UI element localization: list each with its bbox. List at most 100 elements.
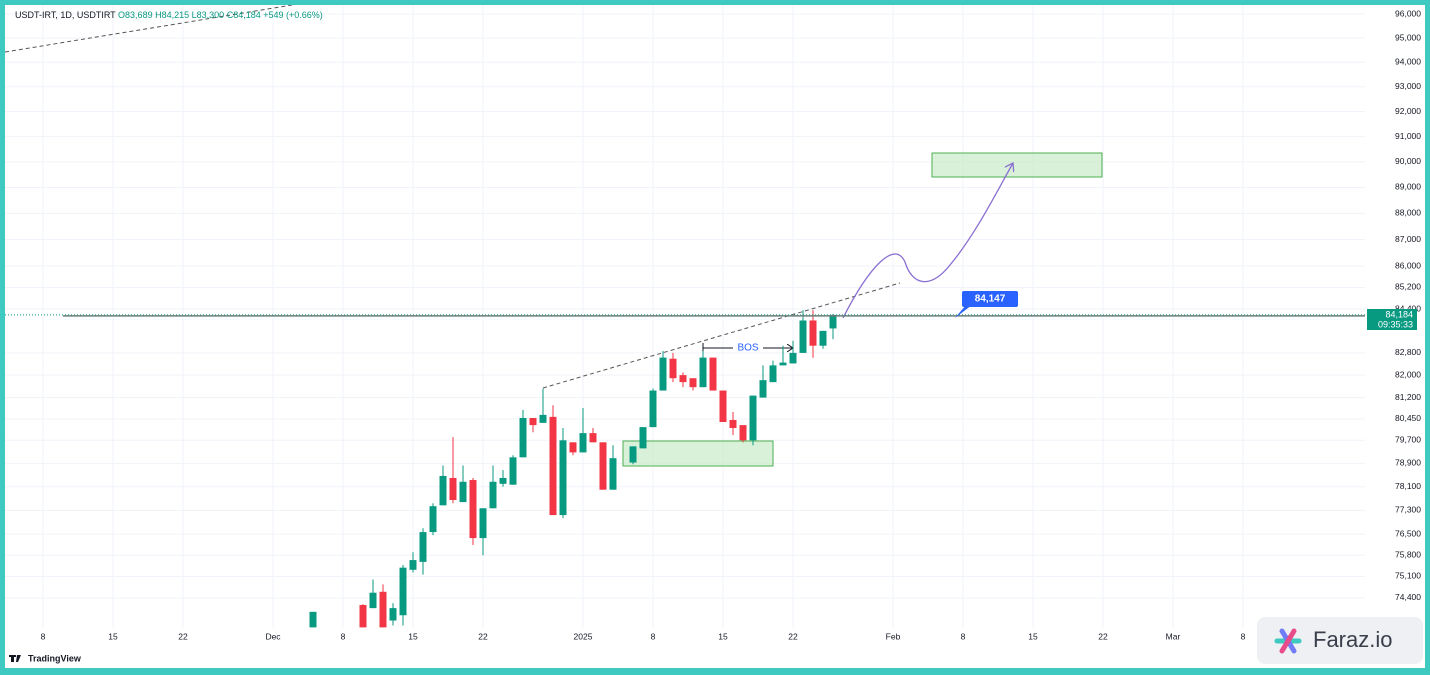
candle-body	[819, 330, 827, 346]
symbol: USDT-IRT, 1D, USDTIRT	[15, 10, 116, 20]
plot-area: BOS	[5, 5, 1365, 628]
candle-body	[639, 427, 647, 449]
candle-body	[549, 416, 557, 516]
y-tick-label: 81,200	[1395, 392, 1421, 402]
header: USDT-IRT, 1D, USDTIRT O83,689 H84,215 L8…	[15, 10, 323, 20]
candle-body	[399, 567, 407, 616]
candle-body	[409, 560, 417, 570]
projection-path	[842, 163, 1013, 319]
x-tick-label: 22	[1098, 631, 1108, 641]
x-tick-label: 15	[718, 631, 728, 641]
candle-body	[529, 417, 537, 426]
y-tick-label: 76,500	[1395, 528, 1421, 538]
candle-body	[659, 357, 667, 391]
candle-body	[559, 440, 567, 516]
brand-icon	[1274, 628, 1302, 654]
x-tick-label: 15	[108, 631, 118, 641]
low: L83,300	[192, 10, 225, 20]
y-tick-label: 86,000	[1395, 260, 1421, 270]
candle-body	[709, 357, 717, 391]
candle-body	[689, 378, 697, 388]
last-price-box	[1367, 309, 1417, 330]
y-tick-label: 79,700	[1395, 435, 1421, 445]
x-tick-label: 8	[651, 631, 656, 641]
high: H84,215	[155, 10, 189, 20]
y-tick-label: 96,000	[1395, 8, 1421, 18]
y-tick-label: 88,000	[1395, 208, 1421, 218]
y-tick-label: 82,000	[1395, 369, 1421, 379]
candle-body	[769, 365, 777, 383]
x-tick-label: Dec	[265, 631, 281, 641]
candle-body	[829, 314, 837, 329]
y-tick-label: 93,000	[1395, 81, 1421, 91]
candle-body	[439, 475, 447, 506]
y-tick-label: 82,800	[1395, 347, 1421, 357]
candle-body	[609, 458, 617, 490]
grid	[5, 5, 1365, 628]
x-tick-label: 8	[1241, 631, 1246, 641]
candle-body	[499, 477, 507, 484]
change: +549 (+0.66%)	[263, 10, 323, 20]
candle-body	[799, 320, 807, 353]
countdown: 09:35:33	[1378, 319, 1413, 329]
x-tick-label: 15	[408, 631, 418, 641]
candle-body	[629, 446, 637, 463]
candle-body	[429, 506, 437, 533]
y-tick-label: 75,800	[1395, 549, 1421, 559]
tradingview-logo	[9, 655, 21, 662]
candle-body	[309, 611, 317, 628]
candle-body	[589, 433, 597, 443]
candle-body	[519, 417, 527, 458]
candle-body	[389, 608, 397, 621]
axes: 96,000 95,000 94,000 93,000 92,000 91,000 90,0…	[41, 8, 1422, 641]
x-tick-label: 8	[961, 631, 966, 641]
y-tick-label: 75,100	[1395, 571, 1421, 581]
y-tick-label: 92,000	[1395, 106, 1421, 116]
candle-body	[759, 380, 767, 398]
candle-body	[469, 480, 477, 539]
brand-text: Faraz.io	[1313, 627, 1392, 652]
candle-body	[509, 457, 517, 485]
y-tick-label: 95,000	[1395, 32, 1421, 42]
candle-body	[779, 362, 787, 366]
tradingview-text: TradingView	[28, 653, 82, 663]
y-tick-label: 85,200	[1395, 282, 1421, 292]
candle-body	[789, 352, 797, 364]
level-label-box	[962, 291, 1018, 307]
candle-body	[539, 414, 547, 423]
x-tick-label: Mar	[1166, 631, 1181, 641]
target-zone	[931, 152, 1103, 178]
candle-body	[699, 357, 707, 388]
x-tick-label: 22	[788, 631, 798, 641]
chart-background	[5, 5, 1425, 668]
x-tick-label: 8	[341, 631, 346, 641]
y-tick-label: 78,100	[1395, 481, 1421, 491]
candle-body	[729, 419, 737, 428]
y-tick-label: 91,000	[1395, 131, 1421, 141]
level-label: 84,147	[975, 294, 1006, 305]
level-label-pointer	[955, 305, 972, 318]
y-tick-label: 89,000	[1395, 182, 1421, 192]
y-tick-label: 78,900	[1395, 458, 1421, 468]
brand-badge	[1257, 617, 1423, 664]
y-tick-label: 94,000	[1395, 57, 1421, 67]
y-tick-label: 87,000	[1395, 234, 1421, 244]
x-tick-label: 22	[178, 631, 188, 641]
close: C84,184	[227, 10, 261, 20]
y-tick-label: 80,450	[1395, 413, 1421, 423]
candle-body	[669, 358, 677, 379]
candle-body	[359, 605, 367, 628]
demand-zone	[622, 440, 774, 467]
last-price-label: 84,184	[1385, 309, 1413, 319]
y-tick-label: 84,400	[1395, 303, 1421, 313]
x-tick-label: 15	[1028, 631, 1038, 641]
candle-body	[579, 433, 587, 453]
x-tick-label: 2025	[574, 631, 593, 641]
candle-body	[679, 375, 687, 383]
x-tick-label: Feb	[886, 631, 901, 641]
candle-body	[569, 442, 577, 453]
candle-body	[419, 532, 427, 562]
x-tick-label: 8	[41, 631, 46, 641]
